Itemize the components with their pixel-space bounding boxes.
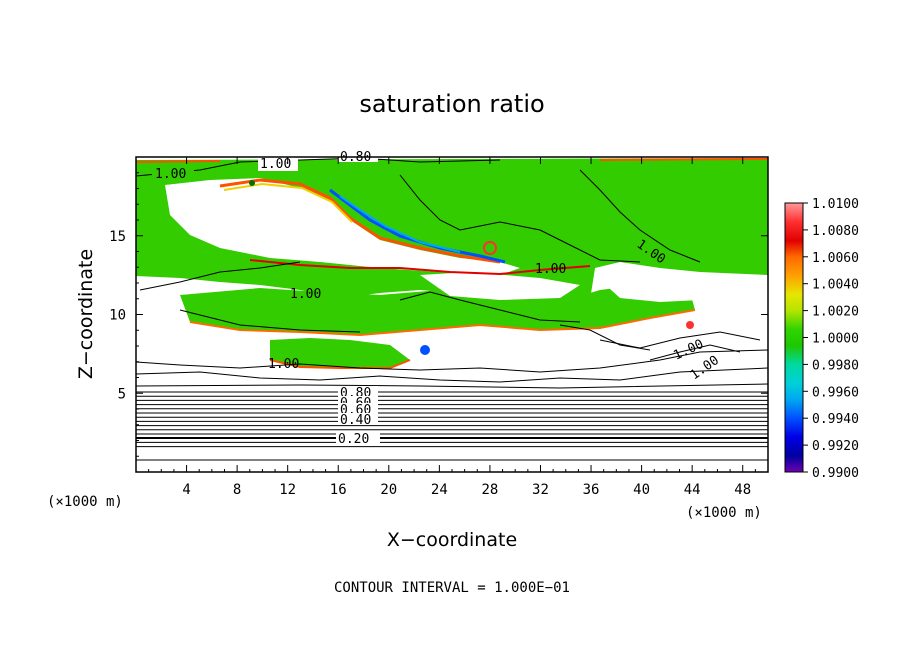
x-tick-label: 36 <box>583 482 600 498</box>
colorbar-label: 1.0000 <box>812 332 859 347</box>
moist-edge-yellow <box>223 182 353 223</box>
x-tick-label: 28 <box>481 482 498 498</box>
colorbar-label: 1.0100 <box>812 197 859 212</box>
y-axis-title: Z−coordinate <box>75 249 97 379</box>
dark-spot <box>249 180 255 186</box>
contour-label: 0.20 <box>338 432 369 447</box>
colorbar-labels: 1.0100 1.0080 1.0060 1.0040 1.0020 1.0000 0.99… <box>803 197 859 481</box>
x-tick-label: 48 <box>734 482 751 498</box>
band-edge <box>189 309 696 337</box>
colorbar-label: 1.0040 <box>812 278 859 293</box>
y-tick-label: 10 <box>109 308 126 324</box>
x-tick-label: 40 <box>633 482 650 498</box>
colorbar-label: 0.9900 <box>812 466 859 481</box>
colorbar-label: 0.9960 <box>812 385 859 400</box>
saturation-field <box>136 157 768 472</box>
chart-title: saturation ratio <box>359 90 544 118</box>
top-strip <box>136 158 768 163</box>
moist-spot <box>483 241 497 255</box>
x-tick-label: 12 <box>279 482 296 498</box>
contour-label: 1.00 <box>268 357 299 372</box>
x-tick-label: 24 <box>431 482 448 498</box>
contour-label: 1.00 <box>535 262 566 277</box>
lower-green-region <box>270 338 410 368</box>
middle-green-band <box>180 285 695 335</box>
x-unit-label: (×1000 m) <box>686 505 762 521</box>
colorbar-label: 0.9980 <box>812 358 859 373</box>
moist-edge-lower <box>249 259 591 276</box>
y-tick-marks: 5 10 15 <box>109 172 768 457</box>
dry-filament-core <box>339 195 461 253</box>
colorbar-label: 1.0020 <box>812 305 859 320</box>
x-tick-label: 8 <box>233 482 241 498</box>
colorbar-label: 1.0080 <box>812 224 859 239</box>
contour-label: 1.00 <box>290 287 321 302</box>
x-tick-marks: 4 8 12 16 20 24 28 32 36 40 44 48 <box>148 157 756 498</box>
colorbar <box>784 202 804 473</box>
contour-label: 1.00 <box>260 157 291 172</box>
x-tick-label: 44 <box>684 482 701 498</box>
colorbar-label: 0.9920 <box>812 439 859 454</box>
contour-interval-label: CONTOUR INTERVAL = 1.000E−01 <box>334 580 570 596</box>
dry-spot <box>420 345 430 355</box>
white-patch-right <box>600 272 710 302</box>
x-axis-title: X−coordinate <box>387 529 517 551</box>
moist-edge-upper <box>219 178 501 264</box>
contour-lines <box>136 157 768 389</box>
x-tick-label: 20 <box>380 482 397 498</box>
z-unit-label: (×1000 m) <box>47 494 123 510</box>
x-tick-label: 4 <box>182 482 190 498</box>
dry-filament <box>329 188 506 264</box>
y-tick-label: 5 <box>118 386 126 402</box>
contour-label: 0.40 <box>340 413 371 428</box>
x-tick-label: 32 <box>532 482 549 498</box>
moist-spot-2 <box>686 321 694 329</box>
white-patch-middle <box>420 272 580 300</box>
contour-label: 1.00 <box>155 167 186 182</box>
y-tick-label: 15 <box>109 229 126 245</box>
white-patch-upper <box>165 178 520 275</box>
x-tick-label: 16 <box>330 482 347 498</box>
colorbar-label: 0.9940 <box>812 412 859 427</box>
colorbar-label: 1.0060 <box>812 251 859 266</box>
